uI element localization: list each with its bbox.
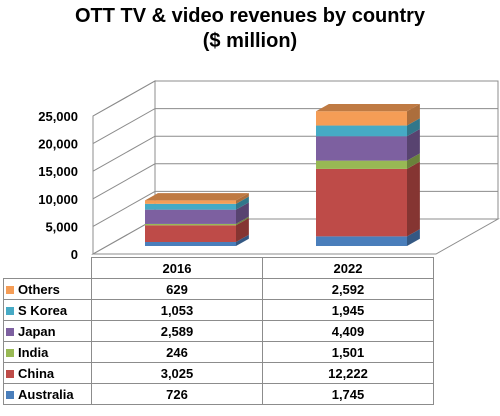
bar-segment-s-korea-2022 — [316, 125, 407, 137]
bar-segment-india-2022 — [316, 160, 407, 169]
bar-segment-australia-2016 — [145, 241, 236, 246]
bar-top-2022 — [316, 103, 420, 112]
table-row: S Korea 1,053 1,945 — [3, 299, 434, 321]
data-label: 246 — [91, 341, 263, 363]
table-row: Australia 726 1,745 — [3, 383, 434, 405]
data-label: 1,053 — [91, 299, 263, 321]
bar-side-others-2016 — [236, 193, 249, 204]
bar-side-s-korea-2022 — [407, 118, 420, 137]
y-tick-label: 0 — [71, 247, 78, 262]
table-row: Others 629 2,592 — [3, 278, 434, 300]
data-table: 2016 2022 Others 629 2,592 S Korea 1,053 1,945 J… — [3, 257, 434, 405]
y-tick-label: 5,000 — [45, 219, 78, 234]
table-corner — [3, 257, 92, 279]
legend-swatch — [6, 306, 14, 315]
bar-side-japan-2016 — [236, 202, 249, 224]
legend-swatch — [6, 327, 14, 336]
bar-segment-others-2016 — [145, 200, 236, 204]
bar-side-australia-2016 — [236, 234, 249, 246]
table-row: India 246 1,501 — [3, 341, 434, 363]
bar-top-2016 — [145, 193, 249, 201]
data-label: 12,222 — [262, 362, 434, 384]
y-tick-label: 15,000 — [38, 164, 78, 179]
bar-side-japan-2022 — [407, 129, 420, 161]
floor — [91, 218, 500, 255]
bar-side-china-2016 — [236, 218, 249, 242]
table-row: Japan 2,589 4,409 — [3, 320, 434, 342]
legend-swatch — [6, 390, 14, 399]
legend-entry: Others — [3, 278, 92, 300]
x-tick-label: 2022 — [262, 257, 434, 279]
bar-segment-s-korea-2016 — [145, 203, 236, 210]
legend-swatch — [6, 369, 14, 378]
data-label: 1,501 — [262, 341, 434, 363]
legend-entry: Australia — [3, 383, 92, 405]
legend-entry: Japan — [3, 320, 92, 342]
gridline — [92, 108, 498, 145]
bar-side-india-2022 — [407, 153, 420, 169]
gridline — [92, 80, 498, 117]
chart-subtitle: ($ million) — [202, 30, 298, 52]
y-tick-label: 10,000 — [38, 192, 78, 207]
data-label: 3,025 — [91, 362, 263, 384]
data-label: 2,592 — [262, 278, 434, 300]
bar-segment-india-2016 — [145, 223, 236, 226]
data-label: 726 — [91, 383, 263, 405]
bar-side-india-2016 — [236, 216, 249, 226]
data-label: 1,745 — [262, 383, 434, 405]
legend-entry: S Korea — [3, 299, 92, 321]
bar-side-s-korea-2016 — [236, 196, 249, 210]
table-row: China 3,025 12,222 — [3, 362, 434, 384]
legend-entry: India — [3, 341, 92, 363]
bar-segment-china-2022 — [316, 168, 407, 237]
data-label: 4,409 — [262, 320, 434, 342]
data-label: 2,589 — [91, 320, 263, 342]
bar-side-australia-2022 — [407, 229, 420, 246]
chart-title: OTT TV & video revenues by country — [74, 5, 426, 27]
legend-swatch — [6, 348, 14, 357]
y-tick-label: 25,000 — [38, 109, 78, 124]
data-label: 629 — [91, 278, 263, 300]
legend-swatch — [6, 285, 14, 294]
bar-segment-china-2016 — [145, 225, 236, 242]
bar-side-china-2022 — [407, 161, 420, 237]
data-label: 1,945 — [262, 299, 434, 321]
y-tick-label: 20,000 — [38, 137, 78, 152]
x-tick-label: 2016 — [91, 257, 263, 279]
bar-segment-others-2022 — [316, 111, 407, 126]
legend-entry: China — [3, 362, 92, 384]
bar-side-others-2022 — [407, 103, 420, 126]
bar-segment-japan-2022 — [316, 136, 407, 161]
bar-segment-australia-2022 — [316, 236, 407, 246]
bar-segment-japan-2016 — [145, 209, 236, 224]
gridline — [92, 135, 498, 172]
gridline — [92, 163, 498, 200]
